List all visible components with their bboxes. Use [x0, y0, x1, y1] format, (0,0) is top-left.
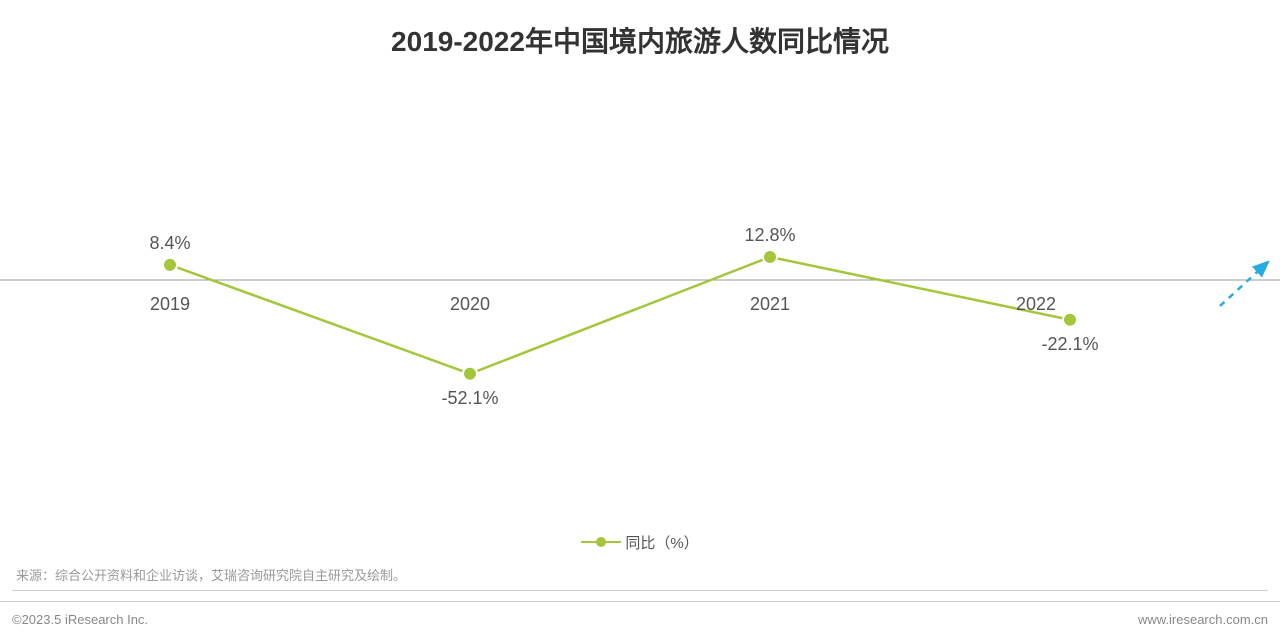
- data-marker: [163, 258, 177, 272]
- source-note: 来源：综合公开资料和企业访谈，艾瑞咨询研究院自主研究及绘制。: [16, 565, 406, 584]
- legend-marker-icon: [596, 537, 606, 547]
- data-marker: [763, 250, 777, 264]
- trend-arrow-icon: [1220, 262, 1268, 306]
- value-label: 8.4%: [149, 233, 190, 253]
- category-label: 2019: [150, 294, 190, 314]
- category-label: 2020: [450, 294, 490, 314]
- value-label: 12.8%: [744, 225, 795, 245]
- category-label: 2022: [1016, 294, 1056, 314]
- legend-item: 同比（%）: [581, 532, 698, 553]
- legend-label: 同比（%）: [625, 532, 698, 553]
- divider: [12, 590, 1268, 591]
- category-label: 2021: [750, 294, 790, 314]
- website-text: www.iresearch.com.cn: [1138, 612, 1268, 627]
- chart-area: 8.4% 2019 -52.1% 2020 12.8% 2021 -22.1% 2022: [0, 80, 1280, 520]
- data-marker: [1063, 313, 1077, 327]
- copyright-text: ©2023.5 iResearch Inc.: [12, 612, 148, 627]
- value-label: -52.1%: [441, 388, 498, 408]
- legend-line-icon: [581, 541, 621, 543]
- data-marker: [463, 367, 477, 381]
- line-chart-svg: 8.4% 2019 -52.1% 2020 12.8% 2021 -22.1% 2022: [0, 80, 1280, 520]
- footer: ©2023.5 iResearch Inc. www.iresearch.com…: [0, 601, 1280, 637]
- chart-legend: 同比（%）: [0, 530, 1280, 553]
- data-line: [170, 257, 1070, 374]
- value-label: -22.1%: [1041, 334, 1098, 354]
- chart-title: 2019-2022年中国境内旅游人数同比情况: [0, 0, 1280, 60]
